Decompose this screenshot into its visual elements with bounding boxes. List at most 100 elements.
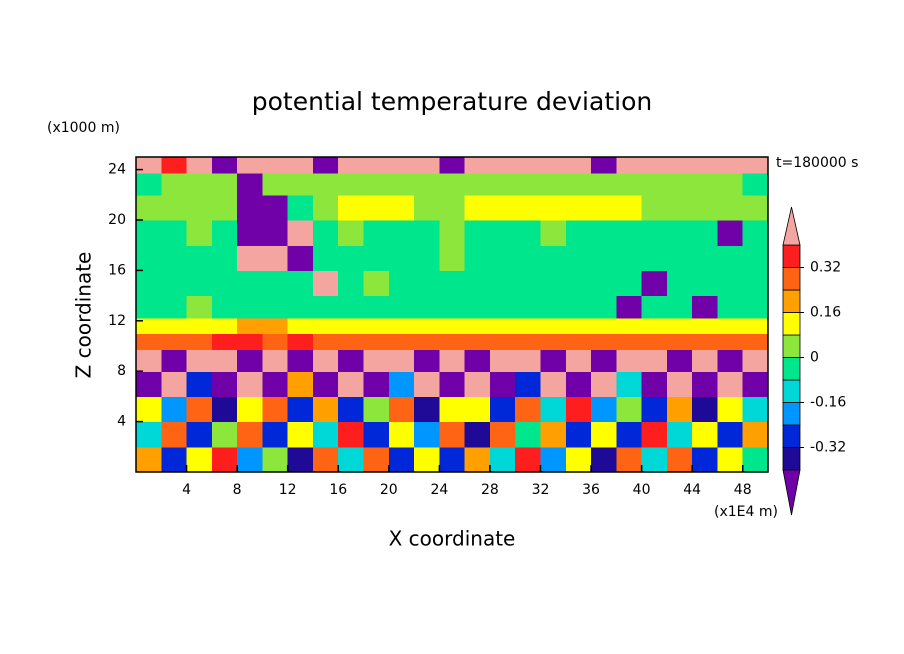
contour-cell (338, 333, 365, 350)
contour-cell (388, 446, 415, 473)
contour-cell (262, 371, 289, 397)
contour-cell (540, 317, 567, 334)
contour-cell (338, 349, 365, 372)
contour-cell (161, 220, 188, 246)
contour-cell (312, 349, 339, 372)
y-unit: (x1000 m) (47, 120, 120, 136)
contour-cell (136, 317, 162, 334)
contour-cell (742, 317, 769, 334)
contour-cell (161, 157, 188, 174)
contour-cell (565, 421, 592, 448)
contour-cell (414, 270, 440, 297)
contour-cell (591, 245, 617, 271)
contour-cell (692, 220, 719, 246)
contour-cell (136, 172, 162, 196)
x-tick-label: 12 (279, 482, 297, 498)
contour-cell (237, 349, 263, 372)
contour-cell (489, 157, 516, 174)
contour-cell (287, 371, 314, 397)
contour-cell (692, 333, 719, 350)
contour-cell (489, 194, 516, 221)
contour-cell (414, 421, 440, 448)
contour-cell (338, 421, 365, 448)
contour-cell (692, 396, 719, 423)
contour-cell (565, 270, 592, 297)
contour-cell (717, 446, 744, 473)
contour-cell (616, 333, 643, 350)
contour-cell (211, 333, 238, 350)
contour-cell (363, 396, 390, 423)
contour-cell (186, 371, 213, 397)
contour-cell (262, 421, 289, 448)
contour-cell (489, 349, 516, 372)
contour-cell (363, 245, 390, 271)
x-tick-label: 32 (532, 482, 550, 498)
y-tick-label: 4 (117, 414, 126, 430)
contour-cell (262, 349, 289, 372)
contour-cell (489, 245, 516, 271)
contour-cell (439, 270, 466, 297)
contour-cell (211, 446, 238, 473)
contour-cell (464, 333, 491, 350)
contour-cell (312, 270, 339, 297)
contour-cell (515, 446, 542, 473)
contour-cell (666, 317, 693, 334)
x-tick-label: 4 (182, 482, 191, 498)
contour-cell (464, 349, 491, 372)
contour-cell (388, 333, 415, 350)
contour-cell (540, 371, 567, 397)
contour-cell (414, 371, 440, 397)
colorbar-box (782, 312, 801, 336)
contour-cell (666, 245, 693, 271)
contour-cell (312, 317, 339, 334)
contour-cell (312, 245, 339, 271)
contour-cell (742, 172, 769, 196)
contour-cell (540, 333, 567, 350)
contour-cell (616, 295, 643, 319)
contour-cell (742, 157, 769, 174)
y-tick-label: 24 (108, 162, 126, 178)
contour-cell (742, 333, 769, 350)
contour-cell (287, 220, 314, 246)
contour-cell (464, 396, 491, 423)
x-axis-label: X coordinate (389, 527, 516, 551)
contour-cell (414, 194, 440, 221)
contour-cell (439, 245, 466, 271)
contour-cell (136, 157, 162, 174)
contour-cell (464, 421, 491, 448)
contour-cell (262, 396, 289, 423)
contour-cell (666, 270, 693, 297)
contour-cell (312, 157, 339, 174)
contour-cell (489, 371, 516, 397)
contour-cell (692, 421, 719, 448)
contour-cell (515, 371, 542, 397)
contour-cell (717, 421, 744, 448)
contour-cell (489, 446, 516, 473)
contour-cell (338, 157, 365, 174)
contour-cell (692, 245, 719, 271)
contour-cell (338, 317, 365, 334)
contour-cell (540, 172, 567, 196)
contour-cell (388, 172, 415, 196)
contour-cell (136, 446, 162, 473)
colorbar-box (782, 244, 801, 268)
contour-cell (666, 446, 693, 473)
contour-cell (161, 396, 188, 423)
contour-cell (439, 421, 466, 448)
contour-cell (312, 194, 339, 221)
contour-cell (237, 172, 263, 196)
contour-cell (363, 220, 390, 246)
contour-cell (616, 245, 643, 271)
contour-cell (312, 446, 339, 473)
contour-cell (742, 295, 769, 319)
contour-cell (666, 333, 693, 350)
contour-cell (591, 270, 617, 297)
contour-cell (237, 157, 263, 174)
contour-cell (211, 295, 238, 319)
contour-cell (540, 421, 567, 448)
contour-cell (161, 421, 188, 448)
contour-cell (414, 317, 440, 334)
contour-cell (136, 333, 162, 350)
contour-cell (464, 245, 491, 271)
